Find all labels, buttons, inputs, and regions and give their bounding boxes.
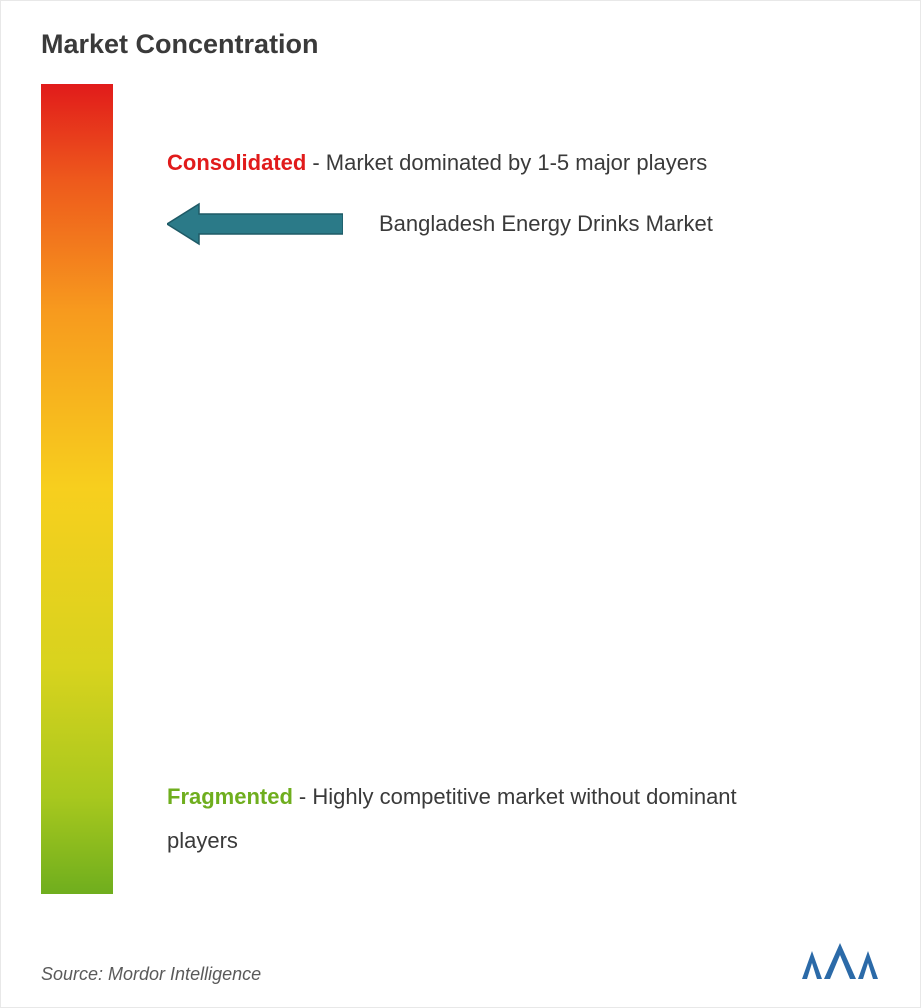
market-name-label: Bangladesh Energy Drinks Market (379, 211, 713, 237)
market-pointer-row: Bangladesh Energy Drinks Market (167, 202, 713, 246)
gradient-scale-bar (41, 84, 113, 894)
fragmented-block: Fragmented - Highly competitive market w… (167, 780, 814, 858)
consolidated-label: Consolidated (167, 146, 306, 180)
source-text: Source: Mordor Intelligence (41, 964, 261, 985)
footer: Source: Mordor Intelligence (41, 939, 880, 985)
fragmented-desc-cont: players (167, 824, 814, 858)
chart-title: Market Concentration (41, 29, 884, 60)
left-arrow-icon (167, 202, 343, 246)
fragmented-label: Fragmented (167, 780, 293, 814)
content-area: Consolidated - Market dominated by 1-5 m… (37, 84, 884, 894)
consolidated-block: Consolidated - Market dominated by 1-5 m… (167, 146, 707, 180)
brand-logo (800, 939, 880, 985)
infographic-container: Market Concentration Consolidated - Mark… (0, 0, 921, 1008)
consolidated-desc: - Market dominated by 1-5 major players (312, 146, 707, 180)
mordor-logo-icon (800, 939, 880, 985)
fragmented-desc: - Highly competitive market without domi… (299, 780, 737, 814)
